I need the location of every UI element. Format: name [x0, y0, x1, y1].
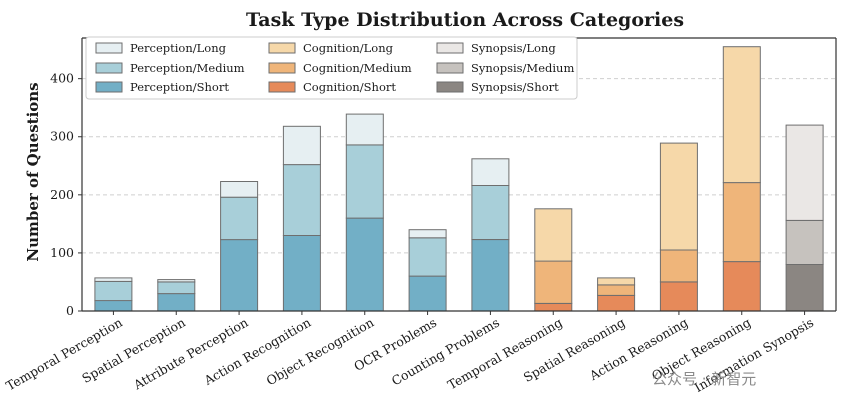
legend-label: Perception/Medium: [130, 61, 245, 75]
bar-segment-perception-short: [220, 239, 259, 312]
legend-label: Cognition/Short: [303, 80, 396, 94]
legend-swatch: [95, 62, 123, 74]
legend-swatch: [436, 42, 464, 54]
watermark: 公众号 · 新智元: [652, 370, 756, 388]
y-tick-label: 0: [66, 303, 74, 318]
bar-segment-perception-medium: [94, 280, 133, 302]
bar-segment-perception-short: [94, 300, 133, 312]
x-tick-label: Temporal Reasoning: [445, 315, 565, 393]
x-tick-label: Spatial Perception: [79, 315, 188, 386]
x-tick-label: Object Recognition: [264, 315, 377, 389]
bar-segment-perception-medium: [157, 281, 196, 295]
bar-segment-perception-medium: [471, 185, 510, 240]
bar-segment-synopsis-long: [785, 124, 824, 221]
bar-segment-cognition-long: [534, 208, 573, 262]
bar-segment-cognition-short: [534, 302, 573, 312]
x-tick-label: Attribute Perception: [130, 315, 251, 393]
bar-segment-perception-short: [471, 239, 510, 312]
y-tick-label: 400: [50, 71, 74, 86]
bar-segment-perception-medium: [220, 196, 259, 241]
bar-segment-perception-short: [157, 293, 196, 312]
bar-segment-perception-short: [282, 235, 321, 312]
legend: Perception/Long Perception/Medium Percepti…: [85, 36, 578, 100]
legend-label: Synopsis/Medium: [471, 61, 574, 75]
bar-segment-perception-long: [94, 277, 133, 282]
legend-label: Cognition/Medium: [303, 61, 412, 75]
bar-segment-cognition-medium: [534, 260, 573, 304]
bar-segment-perception-medium: [408, 237, 447, 277]
bar-segment-cognition-short: [597, 294, 636, 312]
legend-swatch: [268, 42, 296, 54]
bar-segment-perception-long: [157, 279, 196, 283]
legend-label: Synopsis/Long: [471, 41, 556, 55]
y-tick-labels: 0 100 200 300 400: [50, 71, 82, 318]
legend-label: Perception/Short: [130, 80, 229, 94]
legend-label: Perception/Long: [130, 41, 227, 55]
bar-segment-perception-long: [471, 158, 510, 187]
chart-title: Task Type Distribution Across Categories: [246, 9, 684, 31]
bar-segment-perception-medium: [345, 144, 384, 219]
bar-segment-cognition-short: [722, 261, 761, 312]
bar-segment-cognition-medium: [722, 182, 761, 263]
y-axis-label: Number of Questions: [24, 82, 42, 261]
x-tick-label: Counting Problems: [389, 315, 502, 389]
y-tick-label: 200: [50, 187, 74, 202]
legend-swatch: [436, 81, 464, 93]
x-tick-label: Temporal Perception: [3, 315, 125, 394]
legend-swatch: [268, 81, 296, 93]
x-tick-label: Spatial Reasoning: [521, 315, 628, 385]
x-tick-label: Action Recognition: [201, 315, 314, 389]
legend-swatch: [95, 42, 123, 54]
legend-swatch: [268, 62, 296, 74]
legend-swatch: [95, 81, 123, 93]
bar-segment-synopsis-medium: [785, 219, 824, 265]
bar-segment-perception-long: [282, 125, 321, 166]
bar-segment-cognition-short: [659, 281, 698, 312]
bar-segment-cognition-long: [722, 46, 761, 184]
y-tick-label: 100: [50, 245, 74, 260]
bar-segment-cognition-long: [659, 142, 698, 251]
bar-segment-cognition-long: [597, 277, 636, 286]
bar-segment-perception-long: [345, 113, 384, 146]
legend-swatch: [436, 62, 464, 74]
bar-segment-cognition-medium: [659, 249, 698, 283]
bar-segment-perception-short: [345, 217, 384, 312]
bar-segment-cognition-medium: [597, 284, 636, 296]
bar-segment-perception-long: [220, 181, 259, 198]
bar-segment-synopsis-short: [785, 264, 824, 312]
bar-segment-perception-short: [408, 275, 447, 312]
bar-segment-perception-long: [408, 229, 447, 239]
legend-label: Cognition/Long: [303, 41, 394, 55]
bars: [94, 46, 824, 312]
legend-label: Synopsis/Short: [471, 80, 559, 94]
bar-segment-perception-medium: [282, 164, 321, 237]
y-tick-label: 300: [50, 129, 74, 144]
